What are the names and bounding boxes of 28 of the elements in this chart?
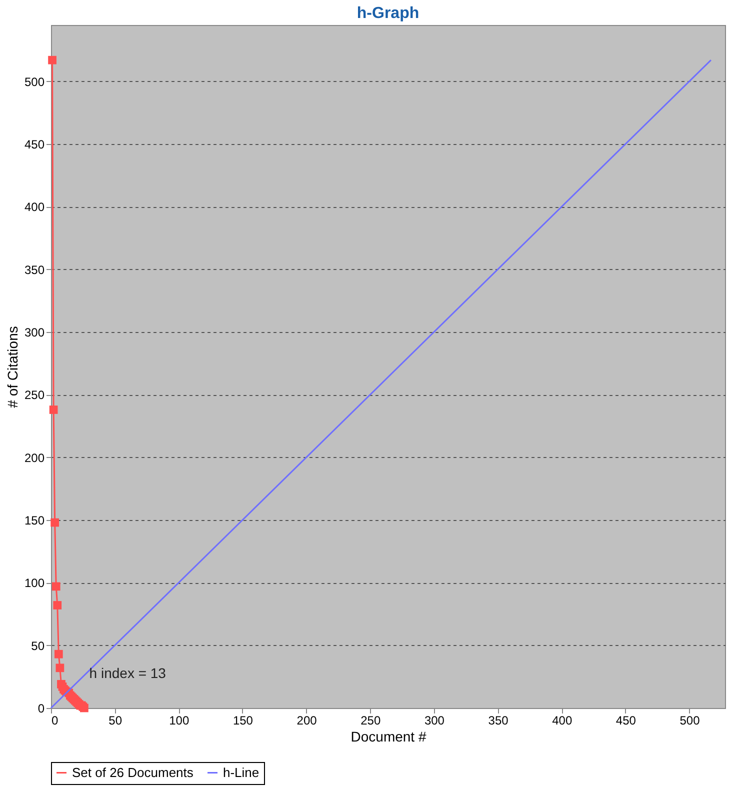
y-tick-label: 250 <box>24 388 45 402</box>
x-tick-label: 200 <box>296 714 318 728</box>
x-tick-label: 400 <box>552 714 572 728</box>
x-tick-label: 150 <box>232 714 254 728</box>
y-tick-label: 450 <box>24 138 45 152</box>
annotation: h index = 13 <box>89 665 166 682</box>
x-axis-title: Document # <box>350 728 426 744</box>
y-tick-label: 200 <box>24 450 45 465</box>
x-tick-label: 450 <box>616 714 636 728</box>
y-tick-label: 300 <box>24 326 45 340</box>
chart-title: h-Graph <box>356 5 420 22</box>
x-tick-label: 50 <box>108 714 122 728</box>
x-tick-label: 100 <box>169 714 190 728</box>
x-tick-label: 0 <box>52 714 58 728</box>
legend-label: Set of 26 Documents <box>72 764 194 780</box>
x-tick-label: 300 <box>424 714 445 728</box>
y-tick-label: 0 <box>38 702 45 716</box>
y-tick-label: 400 <box>24 200 45 214</box>
x-tick-label: 250 <box>360 714 381 728</box>
legend-label: h-Line <box>223 764 260 780</box>
x-tick-label: 350 <box>488 714 509 728</box>
x-tick-label: 500 <box>680 714 700 728</box>
y-tick-label: 350 <box>24 262 45 277</box>
y-axis-title: # of Citations <box>4 326 20 408</box>
y-tick-label: 150 <box>24 514 45 528</box>
y-tick-label: 100 <box>24 576 45 590</box>
y-tick-label: 50 <box>31 638 45 653</box>
y-tick-label: 500 <box>24 74 45 89</box>
